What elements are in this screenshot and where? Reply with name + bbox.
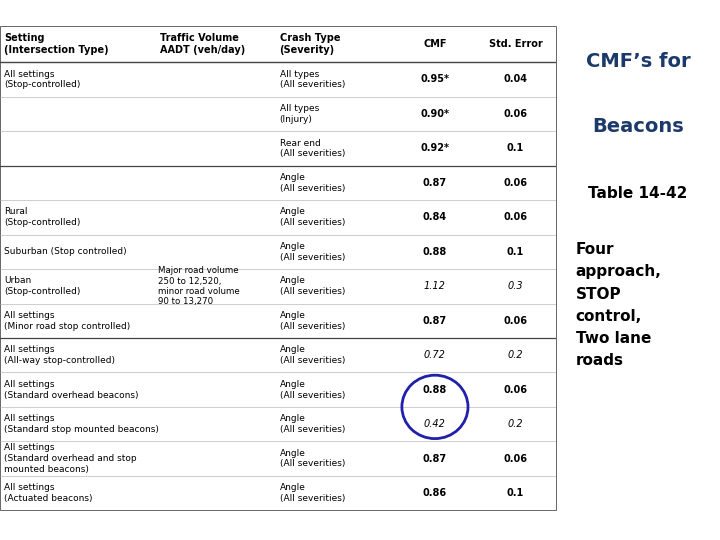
Text: Four
approach,
STOP
control,
Two lane
roads: Four approach, STOP control, Two lane ro… [575,242,662,368]
Text: 0.87: 0.87 [423,316,447,326]
Text: 1.12: 1.12 [424,281,446,291]
Text: 0.1: 0.1 [507,247,524,257]
Text: Major road volume
250 to 12,520,
minor road volume
90 to 13,270: Major road volume 250 to 12,520, minor r… [158,266,240,306]
Text: All settings
(Actuated beacons): All settings (Actuated beacons) [4,483,93,503]
Text: All settings
(Stop-controlled): All settings (Stop-controlled) [4,70,81,89]
Text: Angle
(All severities): Angle (All severities) [279,380,345,400]
Text: 0.86: 0.86 [423,488,447,498]
Text: Angle
(All severities): Angle (All severities) [279,346,345,365]
Text: 0.2: 0.2 [508,350,523,360]
Text: 0.1: 0.1 [507,144,524,153]
Text: 0.88: 0.88 [423,247,447,257]
Text: 6–50: 6–50 [662,518,698,532]
Text: All types
(Injury): All types (Injury) [279,104,319,124]
Text: 0.95*: 0.95* [420,75,449,84]
Text: Angle
(All severities): Angle (All severities) [279,242,345,262]
Text: Angle
(All severities): Angle (All severities) [279,414,345,434]
Text: Angle
(All severities): Angle (All severities) [279,311,345,330]
Text: Rural
(Stop-controlled): Rural (Stop-controlled) [4,207,81,227]
Text: Angle
(All severities): Angle (All severities) [279,449,345,469]
Text: Beacons: Beacons [592,117,684,136]
Text: 0.06: 0.06 [503,316,528,326]
Text: Angle
(All severities): Angle (All severities) [279,207,345,227]
Text: 0.06: 0.06 [503,178,528,188]
Text: 0.87: 0.87 [423,178,447,188]
Text: All types
(All severities): All types (All severities) [279,70,345,89]
Text: All settings
(Minor road stop controlled): All settings (Minor road stop controlled… [4,311,131,330]
Text: All settings
(All-way stop-controlled): All settings (All-way stop-controlled) [4,346,115,365]
Text: Table 14-42: Table 14-42 [588,186,688,201]
Text: CMF’s for: CMF’s for [585,52,690,71]
Text: 0.06: 0.06 [503,109,528,119]
Text: 0.42: 0.42 [424,419,446,429]
Text: Setting
(Intersection Type): Setting (Intersection Type) [4,33,109,55]
Text: Suburban (Stop controlled): Suburban (Stop controlled) [4,247,127,256]
Text: 0.04: 0.04 [503,75,528,84]
Text: Traffic Volume
AADT (veh/day): Traffic Volume AADT (veh/day) [160,33,246,55]
Text: 0.3: 0.3 [508,281,523,291]
Text: 0.72: 0.72 [424,350,446,360]
Text: 0.88: 0.88 [423,384,447,395]
Text: Urban
(Stop-controlled): Urban (Stop-controlled) [4,276,81,296]
Text: Angle
(All severities): Angle (All severities) [279,483,345,503]
Text: 0.90*: 0.90* [420,109,449,119]
Text: All settings
(Standard overhead and stop
mounted beacons): All settings (Standard overhead and stop… [4,443,137,474]
Text: Angle
(All severities): Angle (All severities) [279,276,345,296]
Text: CMF: CMF [423,39,446,49]
Text: Crash Type
(Severity): Crash Type (Severity) [279,33,340,55]
Text: 0.06: 0.06 [503,454,528,464]
Text: 0.06: 0.06 [503,384,528,395]
Text: 0.84: 0.84 [423,212,447,222]
Text: 0.1: 0.1 [507,488,524,498]
Text: 0.06: 0.06 [503,212,528,222]
Text: Std. Error: Std. Error [489,39,542,49]
Text: All settings
(Standard stop mounted beacons): All settings (Standard stop mounted beac… [4,414,159,434]
Text: Angle
(All severities): Angle (All severities) [279,173,345,193]
Text: All settings
(Standard overhead beacons): All settings (Standard overhead beacons) [4,380,139,400]
Text: 0.92*: 0.92* [420,144,449,153]
Text: Rear end
(All severities): Rear end (All severities) [279,139,345,158]
Text: 0.2: 0.2 [508,419,523,429]
Text: 0.87: 0.87 [423,454,447,464]
